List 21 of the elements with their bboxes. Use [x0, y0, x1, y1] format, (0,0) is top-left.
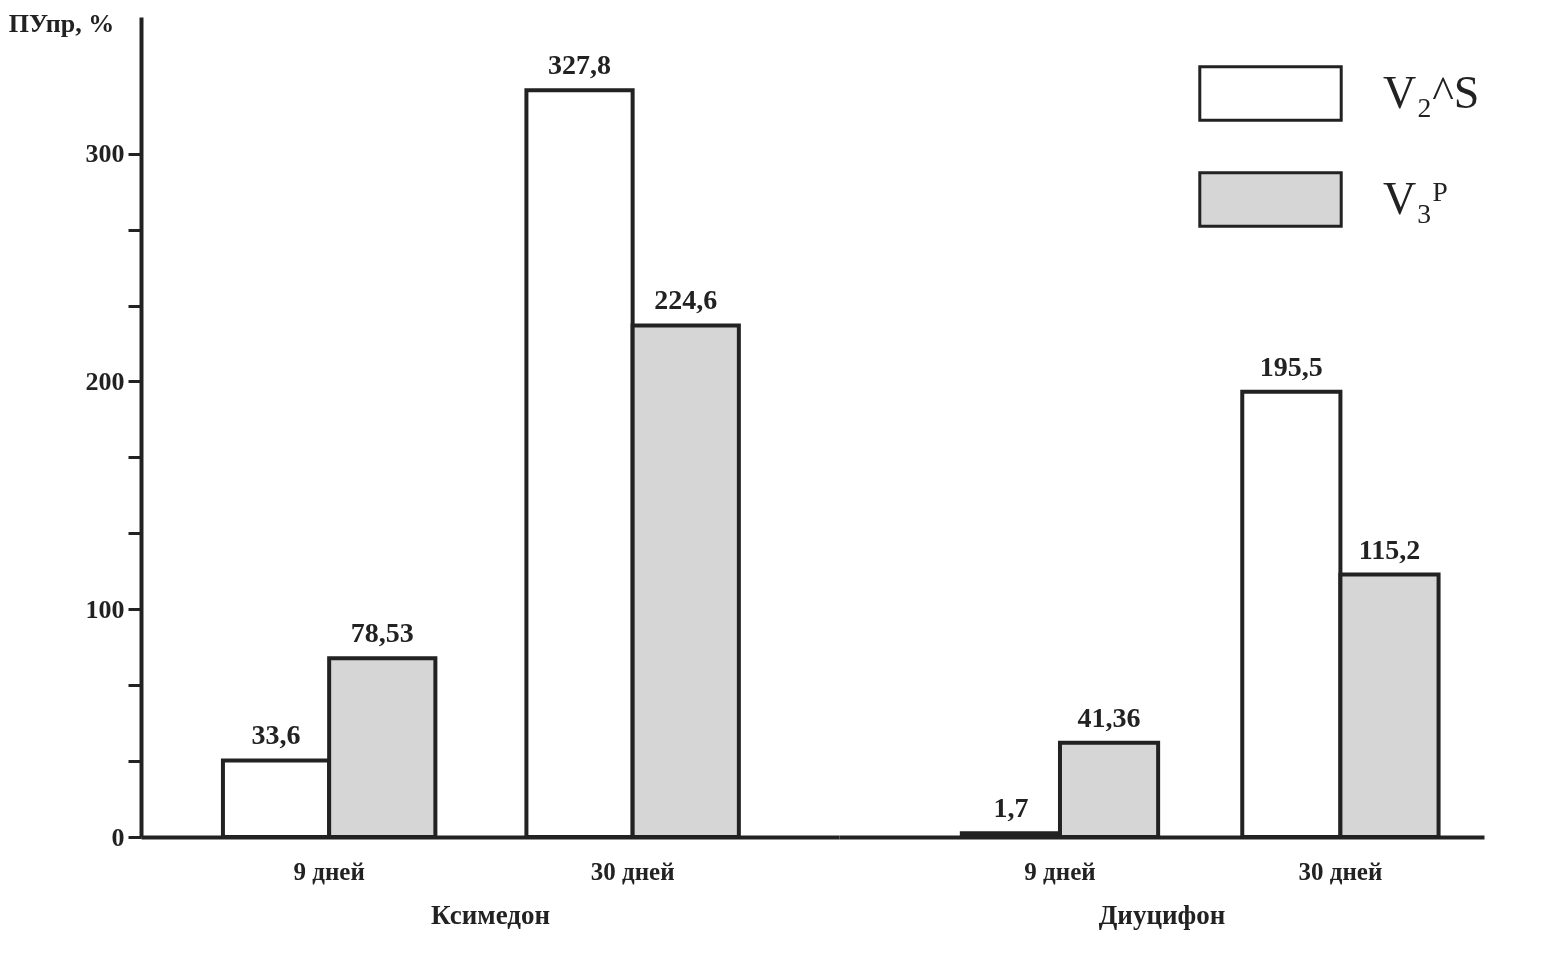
- x-tick-label: 30 дней: [1298, 857, 1383, 885]
- x-tick-label: 30 дней: [590, 857, 675, 885]
- data-label: 224,6: [654, 284, 718, 316]
- data-label: 1,7: [993, 792, 1029, 824]
- y-tick-label: 300: [85, 139, 125, 169]
- data-label: 327,8: [548, 49, 612, 81]
- data-label: 33,6: [251, 719, 301, 751]
- x-axis-title: Диуцифон: [1098, 899, 1226, 930]
- data-label: 78,53: [350, 617, 414, 649]
- data-label: 41,36: [1077, 701, 1141, 733]
- x-axis-title: Ксимедон: [430, 899, 551, 930]
- legend-label: V₃ᴾ: [1383, 172, 1448, 224]
- y-tick-label: 100: [85, 594, 125, 624]
- x-tick-label: 9 дней: [293, 857, 365, 885]
- data-label: 195,5: [1259, 350, 1323, 382]
- legend-label: V₂^S: [1383, 66, 1480, 118]
- data-label: 115,2: [1358, 533, 1421, 565]
- y-tick-label: 0: [111, 822, 125, 852]
- y-axis-title: ПУпр, %: [8, 8, 115, 38]
- y-tick-label: 200: [85, 366, 125, 396]
- x-tick-label: 9 дней: [1024, 857, 1096, 885]
